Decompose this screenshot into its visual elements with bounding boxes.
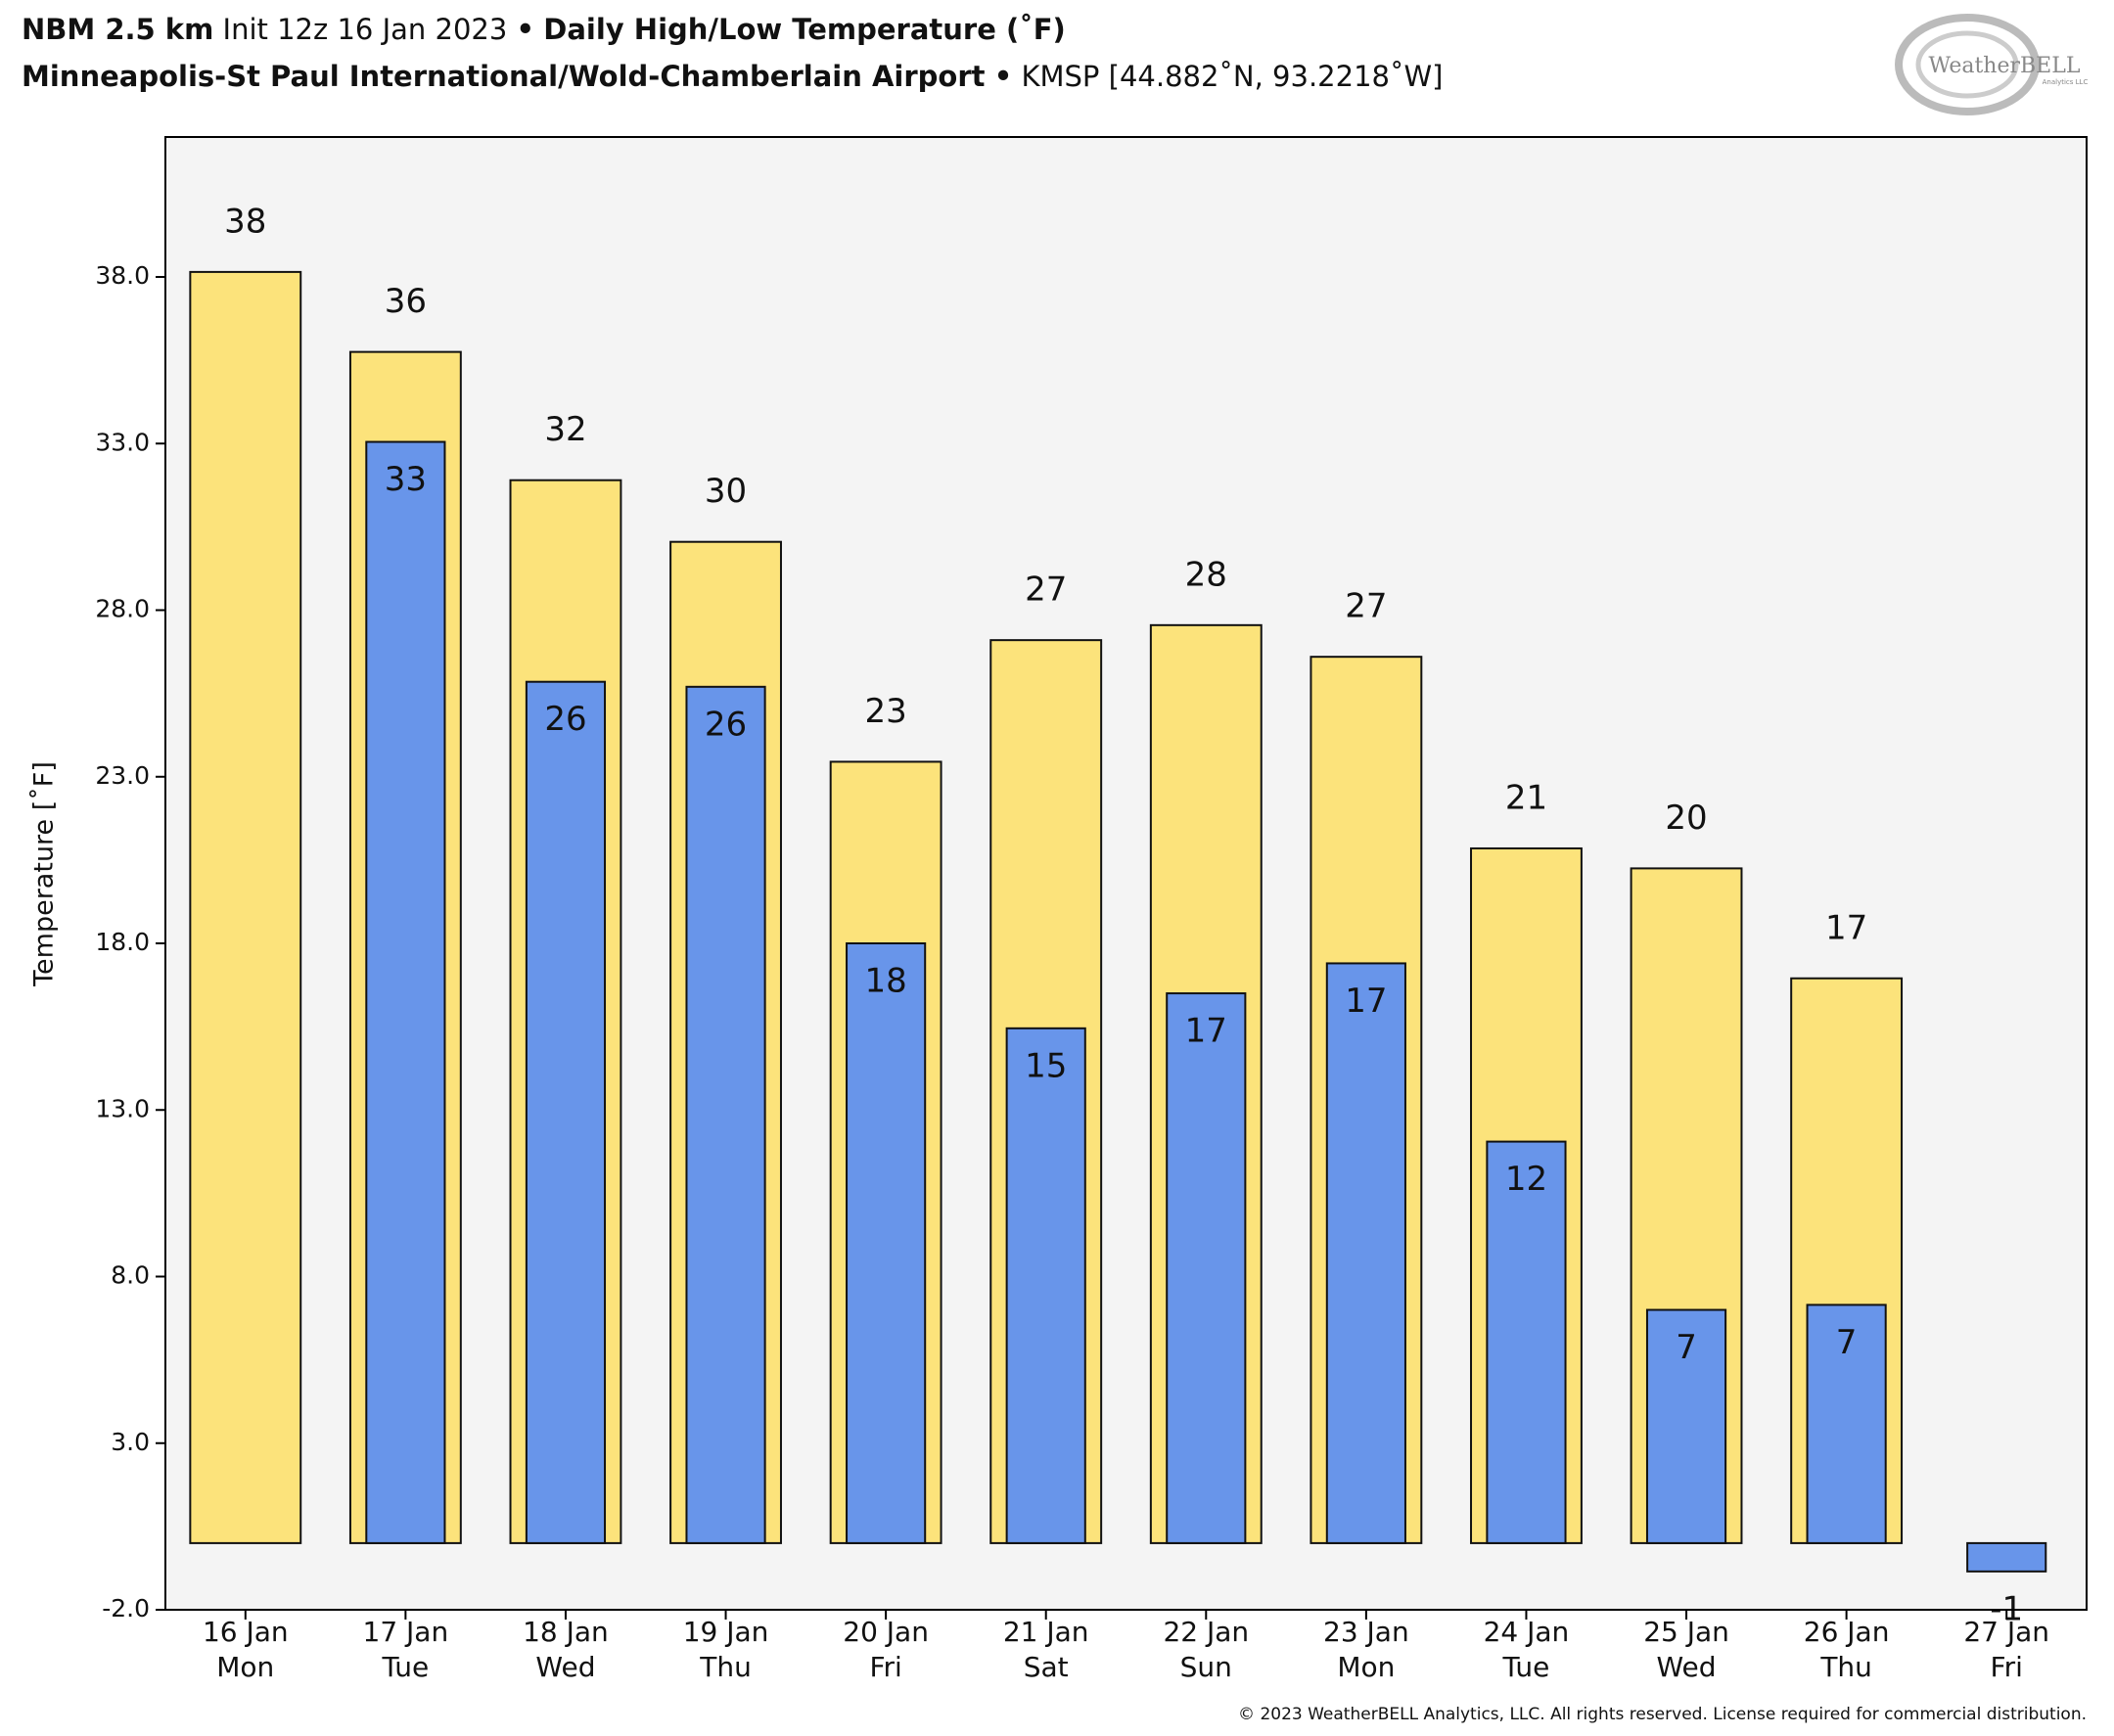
value-label: 7 [1676,1328,1697,1367]
y-tick-label: 8.0 [111,1261,150,1290]
logo-swirl [1895,14,2040,115]
y-axis-label: Temperature [˚F] [29,761,60,987]
value-label: 27 [1345,587,1387,626]
x-tick-label: 25 Jan [1643,1616,1729,1648]
x-tick-label: 26 Jan [1804,1616,1890,1648]
high-bar [189,270,302,1544]
plot-area [165,137,2087,1610]
x-tick-label: 17 Jan [363,1616,449,1648]
x-tick-label: Mon [216,1651,274,1683]
y-tick-label: -2.0 [102,1594,150,1622]
value-label: 32 [544,410,586,449]
x-tick-label: Tue [1502,1651,1550,1683]
y-tick-label: 3.0 [111,1428,150,1456]
chart-subtitle: Minneapolis-St Paul International/Wold-C… [22,60,1443,93]
x-tick-label: 20 Jan [843,1616,929,1648]
y-tick-label: 28.0 [95,595,150,623]
x-tick-label: Tue [381,1651,429,1683]
y-tick-label: 13.0 [95,1094,150,1122]
low-bar [1005,1027,1086,1544]
logo-text: WeatherBELL [1929,54,2081,78]
title-part: Init 12z 16 Jan 2023 [223,13,508,46]
x-tick-label: 16 Jan [203,1616,289,1648]
plot-frame [164,136,2088,1611]
subtitle-part: • [994,60,1013,93]
x-tick-label: Thu [699,1651,752,1683]
x-tick-label: 23 Jan [1323,1616,1409,1648]
y-tick-label: 33.0 [95,428,150,456]
subtitle-part: KMSP [44.882˚N, 93.2218˚W] [1021,60,1443,93]
title-part: • [517,13,535,46]
low-bar [846,942,927,1544]
value-label: 27 [1025,571,1067,610]
y-tick-label: 38.0 [95,261,150,290]
low-bar [685,685,766,1544]
x-tick-label: Wed [1657,1651,1717,1683]
x-tick-label: Wed [535,1651,595,1683]
low-bar [525,680,607,1544]
y-tick-label: 23.0 [95,761,150,790]
x-tick-label: Mon [1337,1651,1395,1683]
value-label: 17 [1185,1012,1227,1051]
value-label: 33 [385,460,427,499]
value-label: 21 [1505,778,1547,817]
x-tick-label: 22 Jan [1163,1616,1249,1648]
value-label: 7 [1836,1323,1858,1362]
low-bar [1645,1308,1727,1544]
value-label: 28 [1185,555,1227,594]
x-tick-label: Thu [1819,1651,1872,1683]
title-part: NBM 2.5 km [22,13,213,46]
y-tick-label: 18.0 [95,928,150,956]
low-bar [1806,1303,1887,1544]
x-tick-label: Sat [1024,1651,1069,1683]
low-bar [1966,1541,2047,1573]
value-label: 36 [385,282,427,321]
x-tick-label: Sun [1180,1651,1232,1683]
value-label: 38 [224,202,266,241]
low-bar [1325,962,1406,1544]
value-label: 17 [1825,908,1867,947]
value-label: 23 [864,692,906,731]
x-tick-label: Fri [869,1651,901,1683]
logo: WeatherBELL Analytics LLC [1895,14,2089,115]
value-label: 15 [1025,1046,1067,1085]
x-tick-label: 27 Jan [1963,1616,2049,1648]
x-tick-label: Fri [1991,1651,2023,1683]
x-tick-label: 21 Jan [1003,1616,1089,1648]
x-tick-label: 19 Jan [683,1616,769,1648]
low-bar [1166,992,1247,1544]
logo-subtext: Analytics LLC [2043,78,2089,86]
value-label: 18 [864,962,906,1001]
low-bar [365,440,446,1544]
title-part: Daily High/Low Temperature (˚F) [543,13,1066,46]
value-label: 26 [544,700,586,739]
copyright: © 2023 WeatherBELL Analytics, LLC. All r… [1238,1705,2087,1724]
value-label: 26 [705,705,747,744]
chart-title: NBM 2.5 km Init 12z 16 Jan 2023 • Daily … [22,13,1066,46]
value-label: 20 [1665,799,1707,838]
x-tick-label: 18 Jan [523,1616,609,1648]
logo-swirl [1915,30,2019,99]
subtitle-part: Minneapolis-St Paul International/Wold-C… [22,60,986,93]
value-label: 17 [1345,982,1387,1021]
x-tick-label: 24 Jan [1484,1616,1570,1648]
value-label: 30 [705,472,747,511]
low-bar [1486,1140,1567,1544]
value-label: 12 [1505,1160,1547,1199]
